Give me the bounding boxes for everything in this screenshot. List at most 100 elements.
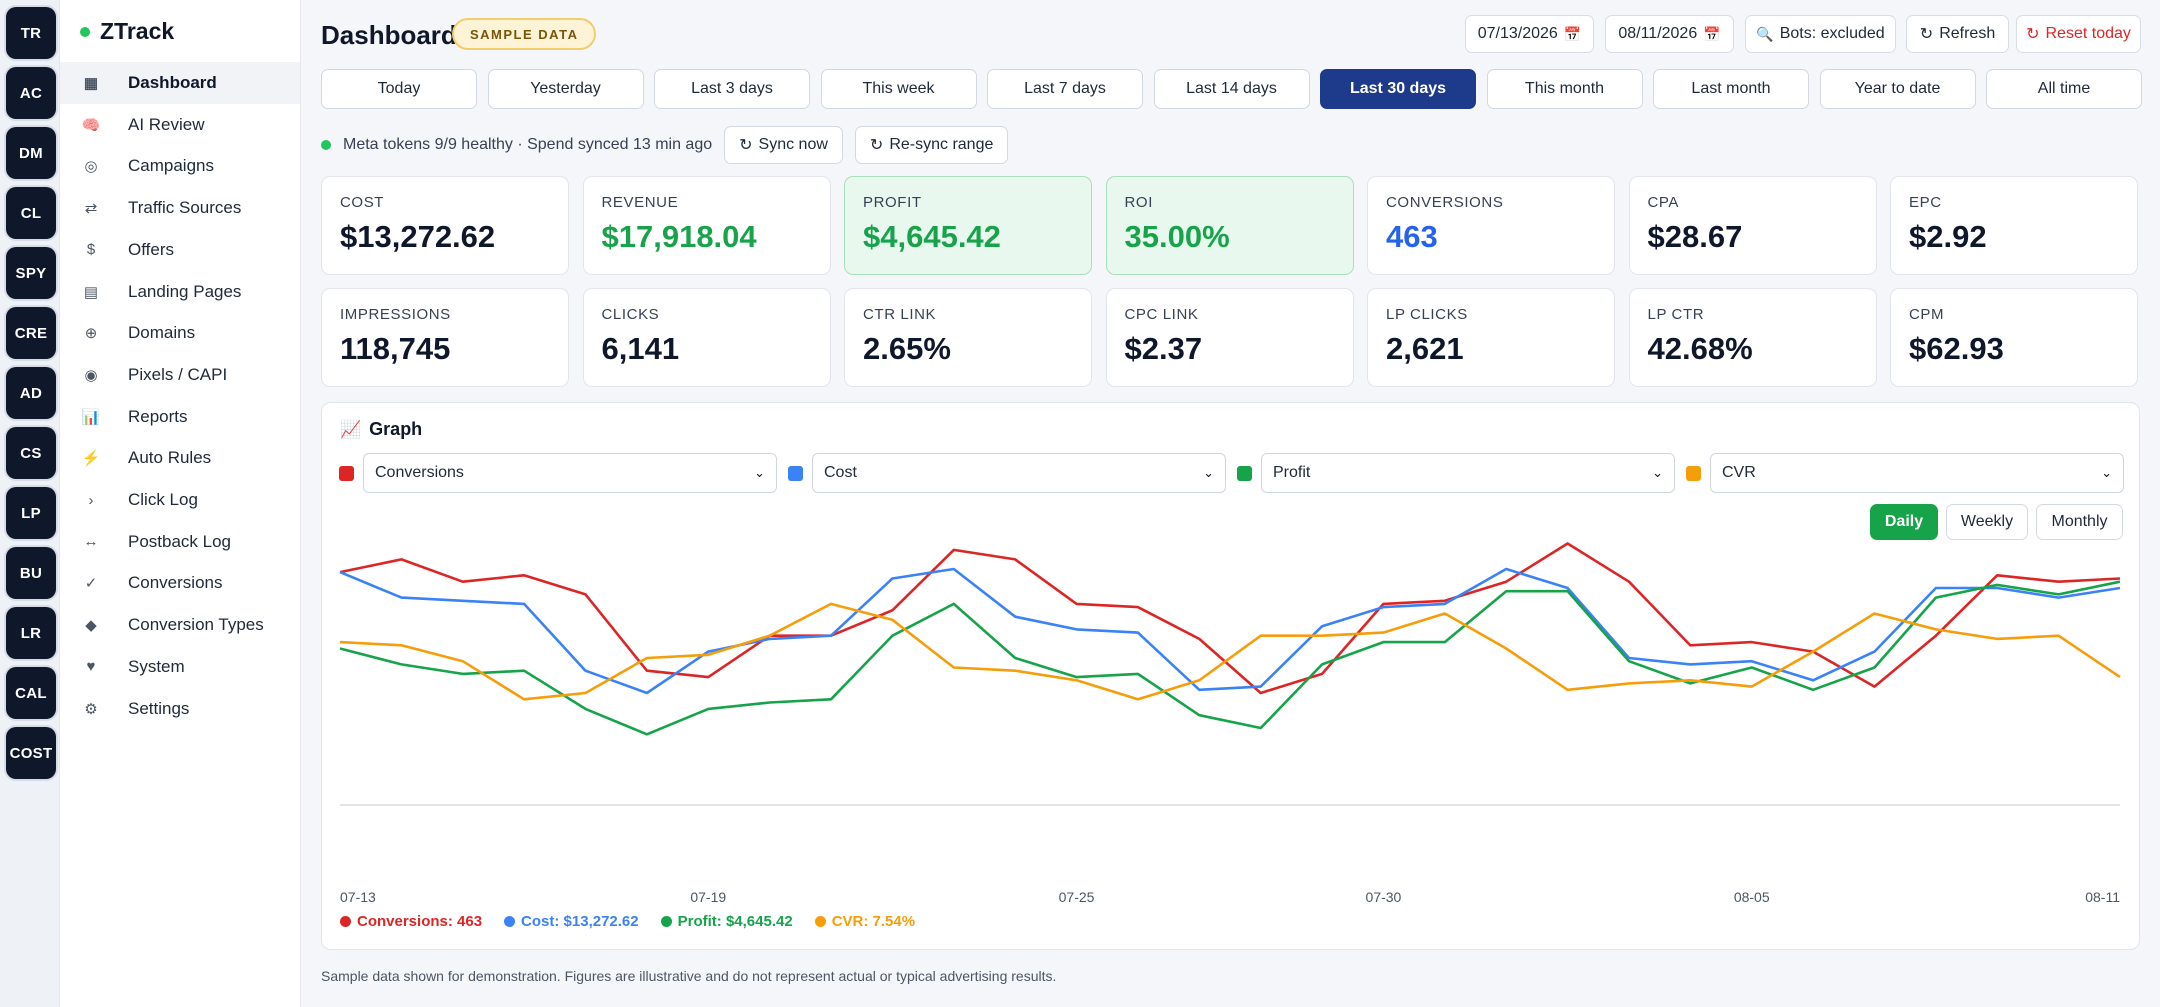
reset-today-button[interactable]: ↻ Reset today bbox=[2016, 15, 2141, 53]
workspace-button[interactable]: CRE bbox=[6, 307, 56, 359]
sidebar-item-dashboard[interactable]: ▦ Dashboard bbox=[60, 62, 300, 104]
page-title: Dashboard bbox=[321, 20, 457, 50]
sidebar-item-offers[interactable]: $ Offers bbox=[60, 229, 300, 271]
sidebar: ZTrack ▦ Dashboard 🧠 AI Review ◎ Campaigns ⇄ Tr… bbox=[60, 0, 301, 1007]
workspace-button[interactable]: COST bbox=[6, 727, 56, 779]
sync-now-button[interactable]: ↻ Sync now bbox=[724, 126, 843, 164]
kpi-value: 35.00% bbox=[1124, 219, 1230, 254]
metric-select-value: Profit bbox=[1273, 464, 1311, 481]
refresh-button[interactable]: ↻ Refresh bbox=[1906, 15, 2009, 53]
range-tab-last-30-days[interactable]: Last 30 days bbox=[1320, 69, 1476, 109]
kpi-value: 2,621 bbox=[1386, 331, 1464, 366]
kpi-card-clicks: CLICKS 6,141 bbox=[582, 288, 831, 387]
sidebar-item-ai-review[interactable]: 🧠 AI Review bbox=[60, 104, 300, 146]
workspace-button[interactable]: BU bbox=[6, 547, 56, 599]
arrows-icon: ⇄ bbox=[84, 200, 98, 218]
kpi-card-impressions: IMPRESSIONS 118,745 bbox=[321, 288, 569, 387]
kpi-card-revenue: REVENUE $17,918.04 bbox=[582, 176, 831, 275]
bots-toggle-button[interactable]: 🔍 Bots: excluded bbox=[1745, 15, 1896, 53]
line-chart-icon: 📈 bbox=[340, 419, 362, 439]
range-tab-yesterday[interactable]: Yesterday bbox=[487, 69, 644, 109]
range-tab-this-month[interactable]: This month bbox=[1486, 69, 1643, 109]
workspace-button[interactable]: AD bbox=[6, 367, 56, 419]
kpi-label: CLICKS bbox=[601, 306, 660, 323]
brain-icon: 🧠 bbox=[81, 116, 101, 134]
chevron-down-icon: ⌄ bbox=[1203, 465, 1214, 480]
brand-name: ZTrack bbox=[100, 18, 175, 44]
sidebar-item-label: Conversions bbox=[128, 573, 223, 593]
series-color-swatch bbox=[788, 466, 803, 481]
legend-dot-icon bbox=[340, 916, 351, 927]
date-to-button[interactable]: 08/11/2026 📅 bbox=[1605, 15, 1734, 53]
sidebar-item-pixels-capi[interactable]: ◉ Pixels / CAPI bbox=[60, 354, 300, 396]
gear-icon: ⚙ bbox=[84, 700, 98, 718]
date-from-button[interactable]: 07/13/2026 📅 bbox=[1465, 15, 1594, 53]
range-tab-last-month[interactable]: Last month bbox=[1653, 69, 1809, 109]
kpi-value: $4,645.42 bbox=[863, 219, 1001, 254]
kpi-card-profit: PROFIT $4,645.42 bbox=[844, 176, 1092, 275]
workspace-button[interactable]: CL bbox=[6, 187, 56, 239]
granularity-daily-button[interactable]: Daily bbox=[1870, 504, 1938, 540]
range-tab-last-3-days[interactable]: Last 3 days bbox=[654, 69, 810, 109]
refresh-icon: ↻ bbox=[739, 137, 753, 154]
kpi-label: CONVERSIONS bbox=[1386, 194, 1504, 211]
chevron-down-icon: ⌄ bbox=[2101, 465, 2112, 480]
workspace-button[interactable]: AC bbox=[6, 67, 56, 119]
sidebar-item-settings[interactable]: ⚙ Settings bbox=[60, 688, 300, 730]
range-tab-this-week[interactable]: This week bbox=[820, 69, 977, 109]
x-tick-label: 07-30 bbox=[1366, 889, 1402, 905]
sidebar-item-domains[interactable]: ⊕ Domains bbox=[60, 312, 300, 354]
sidebar-item-campaigns[interactable]: ◎ Campaigns bbox=[60, 145, 300, 187]
sidebar-item-reports[interactable]: 📊 Reports bbox=[60, 396, 300, 438]
chart-legend: Conversions: 463 Cost: $13,272.62 Profit: … bbox=[340, 913, 915, 930]
range-tab-last-14-days[interactable]: Last 14 days bbox=[1153, 69, 1310, 109]
page-icon: ▤ bbox=[83, 283, 99, 301]
sidebar-item-system[interactable]: ♥ System bbox=[60, 646, 300, 688]
kpi-card-lp-ctr: LP CTR 42.68% bbox=[1628, 288, 1877, 387]
sidebar-item-conversions[interactable]: ✓ Conversions bbox=[60, 562, 300, 604]
metric-select-1[interactable]: Conversions ⌄ bbox=[363, 453, 777, 493]
sidebar-item-auto-rules[interactable]: ⚡ Auto Rules bbox=[60, 437, 300, 479]
kpi-card-epc: EPC $2.92 bbox=[1890, 176, 2138, 275]
kpi-label: CPA bbox=[1647, 194, 1680, 211]
sidebar-item-postback-log[interactable]: ↔ Postback Log bbox=[60, 521, 300, 563]
magnifier-icon: 🔍 bbox=[1756, 25, 1774, 42]
granularity-weekly-button[interactable]: Weekly bbox=[1946, 504, 2028, 540]
range-tab-all-time[interactable]: All time bbox=[1986, 69, 2142, 109]
status-dot-icon bbox=[80, 26, 90, 37]
workspace-button[interactable]: CAL bbox=[6, 667, 56, 719]
sidebar-item-click-log[interactable]: › Click Log bbox=[60, 479, 300, 521]
sidebar-item-traffic-sources[interactable]: ⇄ Traffic Sources bbox=[60, 187, 300, 229]
range-tab-year-to-date[interactable]: Year to date bbox=[1819, 69, 1976, 109]
sidebar-item-landing-pages[interactable]: ▤ Landing Pages bbox=[60, 271, 300, 313]
workspace-button[interactable]: DM bbox=[6, 127, 56, 179]
workspace-button[interactable]: CS bbox=[6, 427, 56, 479]
metric-select-4[interactable]: CVR ⌄ bbox=[1710, 453, 2124, 493]
metric-select-2[interactable]: Cost ⌄ bbox=[812, 453, 1226, 493]
graph-title-text: Graph bbox=[369, 419, 423, 439]
x-tick-label: 08-05 bbox=[1734, 889, 1770, 905]
resync-range-button[interactable]: ↻ Re-sync range bbox=[854, 126, 1009, 164]
kpi-value: 42.68% bbox=[1647, 331, 1753, 366]
legend-text: Profit: $4,645.42 bbox=[677, 913, 793, 930]
workspace-button[interactable]: LR bbox=[6, 607, 56, 659]
series-line-cvr bbox=[339, 602, 2121, 701]
series-line-conversions bbox=[339, 542, 2121, 695]
kpi-value: $2.37 bbox=[1124, 331, 1203, 366]
diamond-icon: ◆ bbox=[85, 617, 97, 635]
workspace-button[interactable]: TR bbox=[6, 7, 56, 59]
sidebar-item-label: AI Review bbox=[128, 114, 205, 134]
workspace-button[interactable]: SPY bbox=[6, 247, 56, 299]
kpi-card-cpc-link: CPC LINK $2.37 bbox=[1105, 288, 1354, 387]
sidebar-item-label: Landing Pages bbox=[128, 281, 242, 301]
kpi-label: CPC LINK bbox=[1124, 306, 1199, 323]
range-tab-today[interactable]: Today bbox=[321, 69, 477, 109]
x-tick-label: 08-11 bbox=[2085, 889, 2120, 905]
bar-chart-icon: 📊 bbox=[81, 408, 101, 426]
dashboard-icon: ▦ bbox=[83, 75, 99, 92]
workspace-button[interactable]: LP bbox=[6, 487, 56, 539]
range-tab-last-7-days[interactable]: Last 7 days bbox=[987, 69, 1143, 109]
metric-select-3[interactable]: Profit ⌄ bbox=[1261, 453, 1675, 493]
granularity-monthly-button[interactable]: Monthly bbox=[2036, 504, 2123, 540]
sidebar-item-conversion-types[interactable]: ◆ Conversion Types bbox=[60, 604, 300, 646]
